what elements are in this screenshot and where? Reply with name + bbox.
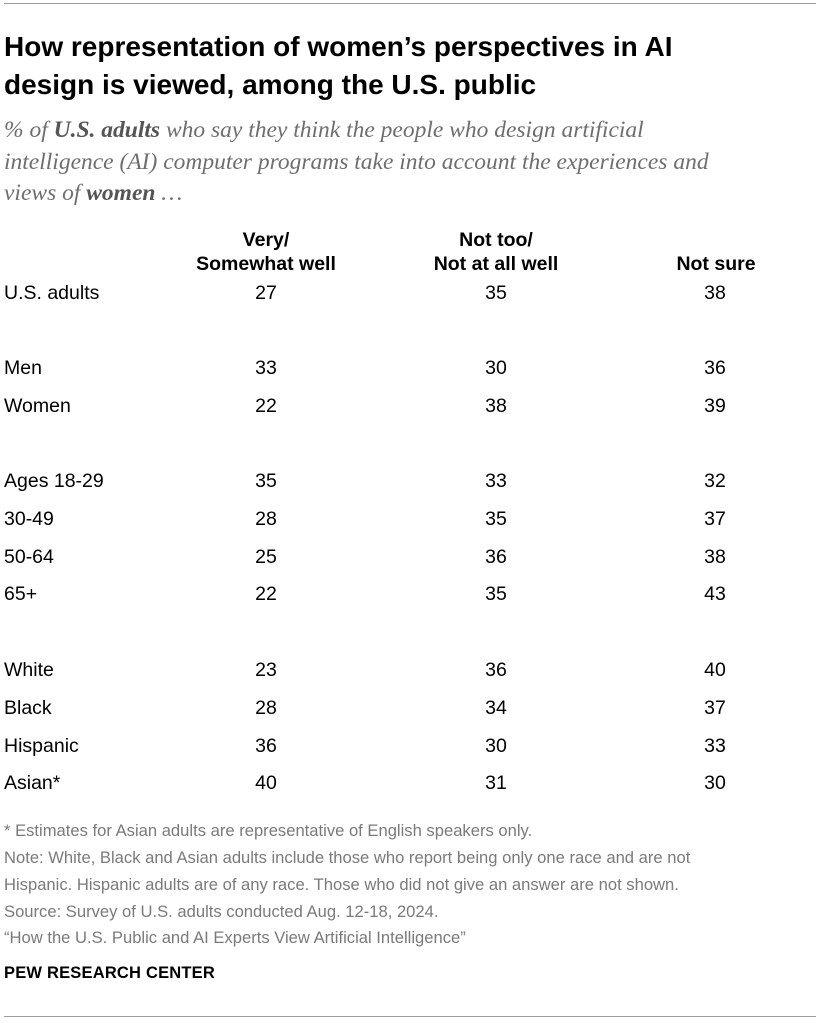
cell-very-somewhat-well: 36 <box>255 735 277 757</box>
row-label: Hispanic <box>4 735 79 757</box>
table-row-black: Black 28 34 37 <box>0 693 829 723</box>
subtitle-line-2: intelligence (AI) computer programs take… <box>4 148 709 175</box>
row-label: Asian* <box>4 772 61 794</box>
cell-not-sure: 30 <box>704 772 726 794</box>
cell-not-too-not-at-all-well: 35 <box>485 583 507 605</box>
cell-not-sure: 40 <box>704 659 726 681</box>
table-row-hispanic: Hispanic 36 30 33 <box>0 731 829 761</box>
cell-very-somewhat-well: 40 <box>255 772 277 794</box>
chart-title: How representation of women’s perspectiv… <box>4 28 814 104</box>
cell-not-sure: 37 <box>704 697 726 719</box>
cell-very-somewhat-well: 28 <box>255 508 277 530</box>
table-row-asian: Asian* 40 31 30 <box>0 768 829 798</box>
column-header-1-line-1: Very/ <box>242 229 290 251</box>
cell-not-too-not-at-all-well: 35 <box>485 282 507 304</box>
subtitle-bold-women: women <box>86 180 156 206</box>
cell-not-too-not-at-all-well: 36 <box>485 659 507 681</box>
table-row-50-64: 50-64 25 36 38 <box>0 542 829 572</box>
cell-very-somewhat-well: 27 <box>255 282 277 304</box>
cell-very-somewhat-well: 22 <box>255 395 277 417</box>
title-line-2: design is viewed, among the U.S. public <box>4 69 537 100</box>
cell-not-sure: 37 <box>704 508 726 530</box>
source-line: Source: Survey of U.S. adults conducted … <box>4 902 439 921</box>
table-row-white: White 23 36 40 <box>0 655 829 685</box>
column-header-2-line-1: Not too/ <box>459 229 533 251</box>
cell-very-somewhat-well: 28 <box>255 697 277 719</box>
top-rule <box>4 3 816 4</box>
cell-not-sure: 32 <box>704 470 726 492</box>
cell-not-sure: 38 <box>704 546 726 568</box>
column-header-very-somewhat-well: Very/ Somewhat well <box>166 228 366 276</box>
table-row-men: Men 33 30 36 <box>0 353 829 383</box>
note-line-1: Note: White, Black and Asian adults incl… <box>4 848 691 867</box>
table-row-women: Women 22 38 39 <box>0 391 829 421</box>
column-header-1-line-2: Somewhat well <box>196 253 336 275</box>
bottom-rule <box>4 1016 816 1017</box>
cell-not-too-not-at-all-well: 36 <box>485 546 507 568</box>
subtitle-pct: % of <box>4 117 54 143</box>
row-label: 50-64 <box>4 546 54 568</box>
title-line-1: How representation of women’s perspectiv… <box>4 31 673 62</box>
row-label: U.S. adults <box>4 282 100 304</box>
cell-not-too-not-at-all-well: 34 <box>485 697 507 719</box>
table-row-us-adults: U.S. adults 27 35 38 <box>0 278 829 308</box>
cell-not-sure: 43 <box>704 583 726 605</box>
row-label: White <box>4 659 54 681</box>
column-header-3-line-2: Not sure <box>676 253 756 275</box>
subtitle-bold-us-adults: U.S. adults <box>53 117 161 143</box>
row-label: Ages 18-29 <box>4 470 104 492</box>
cell-very-somewhat-well: 35 <box>255 470 277 492</box>
cell-not-too-not-at-all-well: 35 <box>485 508 507 530</box>
cell-not-too-not-at-all-well: 33 <box>485 470 507 492</box>
cell-not-sure: 36 <box>704 357 726 379</box>
cell-not-too-not-at-all-well: 30 <box>485 357 507 379</box>
report-title: “How the U.S. Public and AI Experts View… <box>4 928 466 947</box>
note-line-2: Hispanic. Hispanic adults are of any rac… <box>4 875 679 894</box>
pew-research-center-logo: PEW RESEARCH CENTER <box>4 964 215 982</box>
table-row-65-plus: 65+ 22 35 43 <box>0 579 829 609</box>
column-header-not-sure: Not sure <box>636 252 796 276</box>
subtitle-mid: who say they think the people who design… <box>160 117 644 143</box>
chart-subtitle: % of U.S. adults who say they think the … <box>4 115 819 210</box>
row-label: 65+ <box>4 583 38 605</box>
cell-not-too-not-at-all-well: 38 <box>485 395 507 417</box>
cell-not-too-not-at-all-well: 31 <box>485 772 507 794</box>
row-label: Men <box>4 357 42 379</box>
cell-very-somewhat-well: 23 <box>255 659 277 681</box>
row-label: Black <box>4 697 52 719</box>
cell-not-sure: 33 <box>704 735 726 757</box>
table-row-30-49: 30-49 28 35 37 <box>0 504 829 534</box>
cell-not-sure: 39 <box>704 395 726 417</box>
subtitle-line-3-post: … <box>155 180 183 206</box>
column-header-not-too-not-at-all-well: Not too/ Not at all well <box>396 228 596 276</box>
subtitle-line-3-pre: views of <box>4 180 87 206</box>
asterisk-footnote: * Estimates for Asian adults are represe… <box>4 821 533 840</box>
cell-very-somewhat-well: 22 <box>255 583 277 605</box>
column-header-2-line-2: Not at all well <box>433 253 559 275</box>
cell-not-sure: 38 <box>704 282 726 304</box>
row-label: 30-49 <box>4 508 54 530</box>
cell-very-somewhat-well: 25 <box>255 546 277 568</box>
cell-not-too-not-at-all-well: 30 <box>485 735 507 757</box>
table-row-ages-18-29: Ages 18-29 35 33 32 <box>0 466 829 496</box>
row-label: Women <box>4 395 71 417</box>
cell-very-somewhat-well: 33 <box>255 357 277 379</box>
